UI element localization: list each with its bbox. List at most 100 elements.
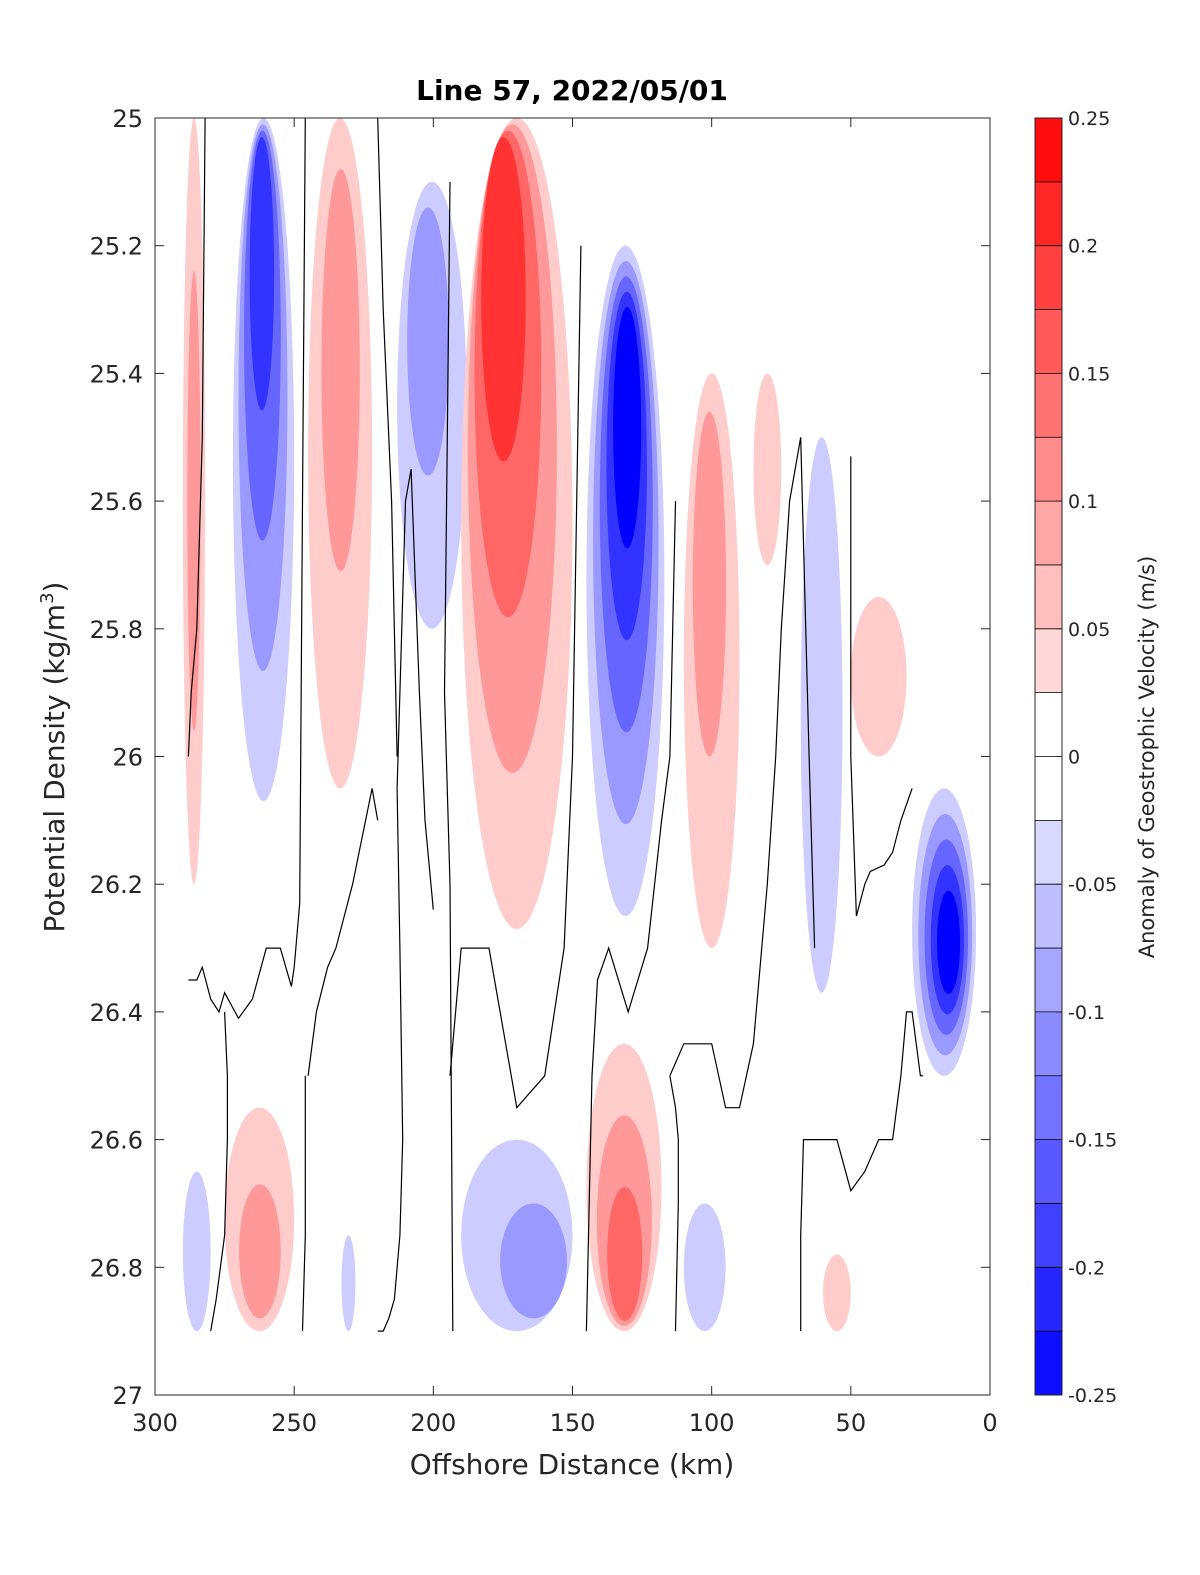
y-tick-label: 25 xyxy=(112,105,143,133)
velocity-band xyxy=(800,437,843,993)
velocity-feature-13 xyxy=(224,1107,295,1332)
zero-contour-line xyxy=(377,118,398,757)
velocity-feature-9 xyxy=(800,437,843,993)
y-axis-title-end: ) xyxy=(38,582,71,593)
colorbar-segment xyxy=(1035,245,1062,311)
zero-contour-line xyxy=(850,456,913,917)
colorbar-tick-label: 0.1 xyxy=(1068,491,1098,513)
y-tick-label: 26.4 xyxy=(90,999,143,1027)
velocity-band xyxy=(239,1184,281,1319)
colorbar-tick-label: -0.2 xyxy=(1068,1257,1105,1279)
zero-contour-line xyxy=(585,501,677,1332)
velocity-band xyxy=(500,1203,567,1319)
velocity-fields xyxy=(182,118,977,1332)
x-tick-label: 100 xyxy=(689,1409,735,1437)
y-tick-label: 25.6 xyxy=(90,488,143,516)
colorbar-title: Anomaly of Geostrophic Velocity (m/s) xyxy=(1135,556,1159,959)
velocity-band xyxy=(683,1203,726,1332)
zero-contour-line xyxy=(301,1075,306,1332)
velocity-band xyxy=(850,596,907,757)
velocity-feature-1 xyxy=(182,118,206,885)
zero-contour-line xyxy=(188,118,306,1020)
velocity-band xyxy=(481,137,526,462)
colorbar-tick-label: 0.05 xyxy=(1068,619,1110,641)
velocity-feature-14 xyxy=(341,1235,356,1332)
zero-contour-line xyxy=(669,437,816,1109)
y-tick-label: 26.2 xyxy=(90,871,143,899)
colorbar-segment xyxy=(1035,820,1062,885)
axes: 300 250 200 150 100 50 0 25 25.2 25.4 25.6 25.8 26 26… xyxy=(90,105,998,1437)
zero-contour-line xyxy=(669,1075,679,1332)
y-tick-label: 25.2 xyxy=(90,233,143,261)
colorbar-tick-label: -0.05 xyxy=(1068,874,1117,896)
velocity-band xyxy=(341,1235,356,1332)
colorbar-segment xyxy=(1035,628,1062,694)
velocity-feature-2 xyxy=(232,118,295,802)
zero-contour-line xyxy=(814,1011,924,1193)
y-tick-label: 26 xyxy=(112,744,143,772)
zero-contour-line xyxy=(443,181,454,1332)
colorbar: 0.25 0.2 0.15 0.1 0.05 0 -0.05 -0.1 -0.15 -0.2 -0.… xyxy=(1034,108,1117,1407)
y-axis-title-sup: 3 xyxy=(37,592,58,603)
velocity-band xyxy=(823,1254,851,1332)
velocity-band xyxy=(613,306,642,549)
y-tick-label: 26.6 xyxy=(90,1127,143,1155)
colorbar-segment xyxy=(1035,692,1062,757)
zero-contours xyxy=(187,118,924,1332)
colorbar-segment xyxy=(1035,501,1062,566)
velocity-feature-6 xyxy=(586,245,665,917)
colorbar-segment xyxy=(1035,1139,1062,1204)
zero-contour-line xyxy=(449,245,582,1110)
velocity-feature-10 xyxy=(850,596,907,757)
velocity-feature-3 xyxy=(308,118,373,789)
velocity-feature-7 xyxy=(683,373,740,949)
velocity-feature-11 xyxy=(912,788,977,1076)
colorbar-segment xyxy=(1035,1011,1062,1077)
colorbar-segment xyxy=(1035,181,1062,247)
colorbar-tick-label: -0.1 xyxy=(1068,1002,1105,1024)
colorbar-segment xyxy=(1035,564,1062,630)
velocity-feature-5 xyxy=(461,118,573,929)
x-tick-label: 150 xyxy=(550,1409,596,1437)
y-tick-label: 25.4 xyxy=(90,360,143,388)
velocity-band xyxy=(249,137,275,411)
y-tick-label: 25.8 xyxy=(90,616,143,644)
y-tick-label: 26.8 xyxy=(90,1254,143,1282)
x-tick-label: 300 xyxy=(132,1409,178,1437)
colorbar-segment xyxy=(1035,118,1062,183)
velocity-feature-15 xyxy=(461,1139,573,1332)
zero-contour-line xyxy=(800,1138,815,1332)
x-tick-label: 250 xyxy=(271,1409,317,1437)
colorbar-segment xyxy=(1035,373,1062,438)
x-tick-label: 50 xyxy=(836,1409,867,1437)
colorbar-tick-label: 0.15 xyxy=(1068,363,1110,385)
zero-contour-line xyxy=(377,788,404,1332)
velocity-band xyxy=(182,1171,211,1332)
zero-contour-line xyxy=(187,118,206,757)
zero-contour-line xyxy=(307,788,379,1076)
zero-contour-line xyxy=(210,1011,228,1332)
colorbar-segment xyxy=(1035,756,1062,821)
velocity-band xyxy=(753,373,782,565)
colorbar-segment xyxy=(1035,309,1062,374)
zero-contour-line xyxy=(396,469,434,910)
velocity-band xyxy=(692,411,727,757)
colorbar-tick-label: 0.2 xyxy=(1068,236,1098,258)
x-tick-label: 200 xyxy=(410,1409,456,1437)
velocity-feature-12 xyxy=(182,1171,211,1332)
colorbar-segment xyxy=(1035,884,1062,949)
colorbar-segment xyxy=(1035,1075,1062,1141)
colorbar-tick-label: -0.15 xyxy=(1068,1130,1117,1152)
velocity-band xyxy=(321,169,360,572)
colorbar-segment xyxy=(1035,948,1062,1013)
velocity-feature-17 xyxy=(683,1203,726,1332)
x-tick-label: 0 xyxy=(982,1409,997,1437)
colorbar-tick-label: -0.25 xyxy=(1068,1385,1117,1407)
colorbar-segment xyxy=(1035,1267,1062,1332)
colorbar-segment xyxy=(1035,437,1062,502)
velocity-band xyxy=(407,207,449,476)
velocity-feature-8 xyxy=(753,373,782,565)
velocity-feature-4 xyxy=(397,181,467,629)
velocity-band xyxy=(937,890,961,995)
